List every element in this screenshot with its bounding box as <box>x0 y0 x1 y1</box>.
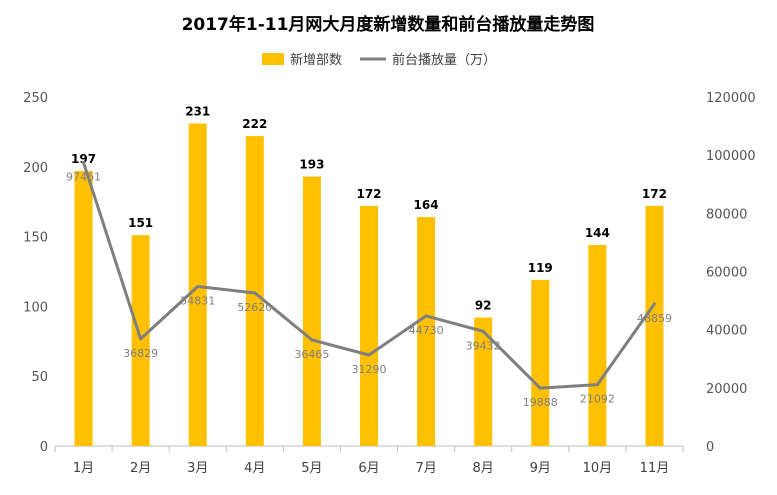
line-point <box>196 285 200 289</box>
bar <box>588 244 607 446</box>
x-tick-label: 8月 <box>473 461 494 476</box>
y-axis-right: 0 20000 40000 60000 80000 100000 120000 <box>706 91 756 455</box>
bar <box>417 217 436 446</box>
bar <box>302 176 321 446</box>
x-tick-label: 11月 <box>640 461 670 476</box>
x-tick-label: 10月 <box>583 461 613 476</box>
y-axis-left: 0 50 100 150 200 250 <box>23 91 48 455</box>
bar <box>245 136 264 446</box>
bar <box>74 170 93 446</box>
legend: 新增部数 前台播放量（万） <box>262 52 496 68</box>
bar-value-label: 151 <box>128 216 153 230</box>
bar <box>131 235 150 446</box>
y-left-tick-label: 0 <box>40 440 48 455</box>
line-value-label: 54831 <box>180 295 215 308</box>
legend-label-bars: 新增部数 <box>290 52 342 68</box>
y-right-tick-label: 0 <box>706 440 714 455</box>
y-left-tick-label: 150 <box>23 231 48 246</box>
y-right-tick-label: 80000 <box>706 207 747 222</box>
y-left-tick-label: 200 <box>23 161 48 176</box>
line-value-label: 36465 <box>294 348 329 361</box>
bar-series <box>74 123 664 447</box>
line-value-label: 19888 <box>523 396 558 409</box>
x-tick-label: 3月 <box>187 461 208 476</box>
x-tick-label: 9月 <box>530 461 551 476</box>
line-value-label: 44730 <box>409 324 444 337</box>
line-value-label: 97461 <box>66 171 101 184</box>
bar <box>474 317 493 446</box>
line-series <box>82 161 656 390</box>
bar-value-label: 222 <box>242 117 267 131</box>
line-point <box>139 337 143 341</box>
y-left-tick-label: 50 <box>31 370 48 385</box>
line-point <box>424 314 428 318</box>
bar <box>531 279 550 446</box>
bar-value-label: 92 <box>475 299 492 313</box>
line-point <box>310 338 314 342</box>
x-axis: 1月 2月 3月 4月 5月 6月 7月 8月 9月 10月 11月 <box>54 445 684 476</box>
bar <box>188 123 207 447</box>
y-right-tick-label: 60000 <box>706 266 747 281</box>
bar-value-label: 172 <box>356 187 381 201</box>
line-point <box>253 291 257 295</box>
y-left-tick-label: 100 <box>23 300 48 315</box>
bar-value-label: 172 <box>642 187 667 201</box>
line-value-label: 21092 <box>580 393 615 406</box>
x-tick-label: 1月 <box>73 461 94 476</box>
legend-swatch-bars <box>262 53 284 65</box>
line-value-label: 52620 <box>237 301 272 314</box>
line-point <box>538 386 542 390</box>
bar-value-labels: 197 151 231 222 193 172 164 92 119 144 172 <box>71 105 667 313</box>
bar-value-label: 197 <box>71 152 96 166</box>
bar-value-label: 164 <box>414 198 439 212</box>
x-tick-label: 5月 <box>301 461 322 476</box>
legend-label-line: 前台播放量（万） <box>392 52 496 68</box>
line-value-label: 36829 <box>123 347 158 360</box>
line-point <box>652 302 656 306</box>
y-right-tick-label: 100000 <box>706 149 756 164</box>
bar-value-label: 144 <box>585 226 610 240</box>
line-point <box>481 329 485 333</box>
x-tick-label: 6月 <box>358 461 379 476</box>
x-tick-label: 7月 <box>415 461 436 476</box>
chart-title: 2017年1-11月网大月度新增数量和前台播放量走势图 <box>182 14 595 35</box>
x-tick-label: 4月 <box>244 461 265 476</box>
bar <box>360 205 378 446</box>
y-right-tick-label: 40000 <box>706 324 747 339</box>
y-right-tick-label: 120000 <box>706 91 756 106</box>
bar-value-label: 119 <box>528 261 553 275</box>
line-point <box>595 383 599 387</box>
bar-value-label: 193 <box>299 158 324 172</box>
x-tick-label: 2月 <box>130 461 151 476</box>
bar-value-label: 231 <box>185 105 210 119</box>
line-value-label: 39432 <box>466 339 501 352</box>
line-value-labels: 97461 36829 54831 52620 36465 31290 44730 39432… <box>66 171 672 410</box>
line-point <box>367 353 371 357</box>
line-point <box>82 161 86 165</box>
line-value-label: 31290 <box>352 363 387 376</box>
y-right-tick-label: 20000 <box>706 382 747 397</box>
y-left-tick-label: 250 <box>23 91 48 106</box>
line-value-label: 48859 <box>637 312 672 325</box>
bar <box>645 205 664 446</box>
